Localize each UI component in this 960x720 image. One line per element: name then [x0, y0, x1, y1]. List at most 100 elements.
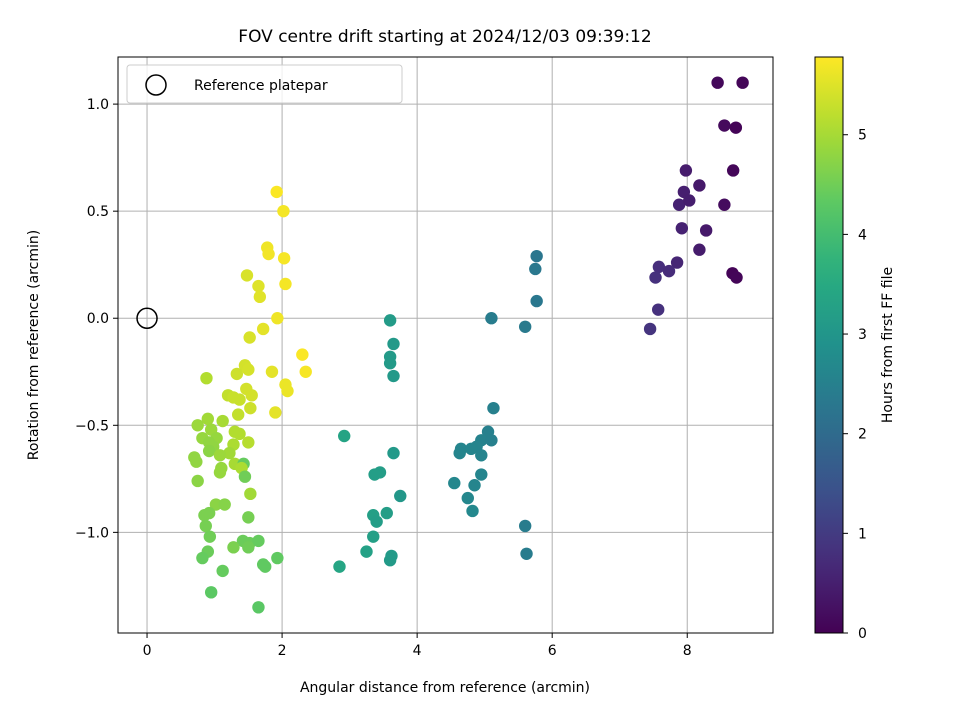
data-point	[487, 401, 500, 415]
data-point	[271, 312, 284, 325]
data-point	[726, 164, 740, 177]
data-point	[233, 393, 246, 406]
data-point	[218, 498, 231, 511]
data-point	[383, 553, 397, 567]
data-point	[485, 434, 498, 447]
data-point	[279, 277, 292, 291]
y-tick-label: −0.5	[75, 418, 109, 434]
data-point	[223, 446, 236, 460]
colorbar	[815, 57, 843, 633]
data-point	[394, 489, 407, 503]
data-point	[242, 363, 255, 376]
data-point	[256, 322, 270, 336]
data-point	[718, 198, 731, 211]
data-point	[270, 185, 283, 199]
colorbar-tick-label: 5	[858, 128, 867, 144]
colorbar-ticks: 0 1 2 3 4 5	[843, 128, 867, 642]
data-point	[240, 269, 254, 282]
data-point	[271, 551, 284, 565]
data-point	[387, 369, 400, 383]
data-point	[277, 252, 291, 265]
chart-title: FOV centre drift starting at 2024/12/03 …	[238, 27, 651, 47]
y-axis-ticks: −1.0 −0.5 0.0 0.5 1.0	[75, 97, 118, 541]
data-point	[216, 414, 229, 428]
data-point	[262, 247, 275, 261]
x-tick-label: 2	[278, 643, 287, 659]
data-point	[253, 290, 267, 304]
data-point	[252, 601, 265, 614]
data-point	[259, 560, 272, 573]
data-point	[652, 303, 665, 316]
data-point	[530, 249, 543, 263]
x-tick-label: 6	[548, 643, 557, 659]
colorbar-tick-label: 3	[858, 327, 867, 343]
legend-reference-marker	[145, 74, 167, 96]
data-point	[216, 564, 229, 578]
data-point	[252, 534, 265, 548]
data-point	[383, 314, 397, 327]
data-point	[190, 455, 203, 468]
data-point	[530, 294, 543, 308]
data-point	[202, 444, 216, 458]
data-point	[652, 260, 666, 274]
data-point	[367, 530, 380, 543]
legend-entry-reference: Reference platepar	[194, 78, 328, 94]
colorbar-tick-label: 1	[858, 526, 867, 542]
data-point	[338, 429, 351, 443]
y-tick-label: 0.0	[87, 311, 109, 327]
colorbar-tick-label: 2	[858, 427, 867, 443]
plot-frame	[117, 56, 774, 634]
data-point	[203, 530, 217, 543]
data-point	[213, 449, 227, 462]
data-point	[693, 243, 706, 256]
x-tick-label: 8	[683, 643, 692, 659]
data-point	[675, 222, 689, 235]
data-point	[233, 427, 246, 441]
data-point	[230, 367, 244, 381]
data-point	[729, 121, 743, 134]
data-point	[662, 264, 676, 278]
y-tick-label: 0.5	[87, 204, 109, 220]
data-point	[202, 506, 216, 520]
data-point	[699, 224, 713, 237]
data-point	[242, 511, 255, 524]
data-point	[245, 389, 258, 402]
data-point	[277, 204, 290, 218]
data-point	[281, 384, 294, 398]
data-point	[736, 76, 749, 89]
data-point	[730, 271, 743, 284]
data-point	[485, 312, 498, 325]
data-point	[466, 504, 479, 518]
y-tick-label: 1.0	[87, 97, 109, 113]
data-point	[231, 408, 245, 421]
data-point	[649, 271, 662, 284]
data-point	[461, 491, 474, 505]
data-point	[200, 371, 213, 385]
data-point	[191, 419, 204, 432]
data-point	[468, 479, 481, 492]
colorbar-tick-label: 0	[858, 626, 867, 642]
legend-box	[126, 64, 403, 104]
colorbar-tick-label: 4	[858, 227, 867, 243]
data-point	[693, 179, 706, 192]
data-point	[242, 541, 255, 554]
data-point	[518, 519, 532, 533]
data-point	[679, 164, 693, 177]
x-tick-label: 0	[143, 643, 152, 659]
grid	[118, 57, 773, 633]
data-point	[370, 515, 383, 528]
data-point	[718, 119, 731, 132]
x-axis-label: Angular distance from reference (arcmin)	[300, 680, 590, 696]
data-point	[387, 446, 400, 460]
data-point	[252, 279, 265, 293]
x-tick-label: 4	[413, 643, 422, 659]
data-point	[448, 476, 461, 490]
data-point	[643, 322, 657, 336]
data-point	[672, 198, 686, 211]
data-point	[209, 498, 223, 511]
data-point	[683, 194, 696, 207]
data-point	[244, 487, 257, 501]
colorbar-frame	[814, 56, 844, 634]
y-axis-label: Rotation from reference (arcmin)	[26, 230, 42, 460]
